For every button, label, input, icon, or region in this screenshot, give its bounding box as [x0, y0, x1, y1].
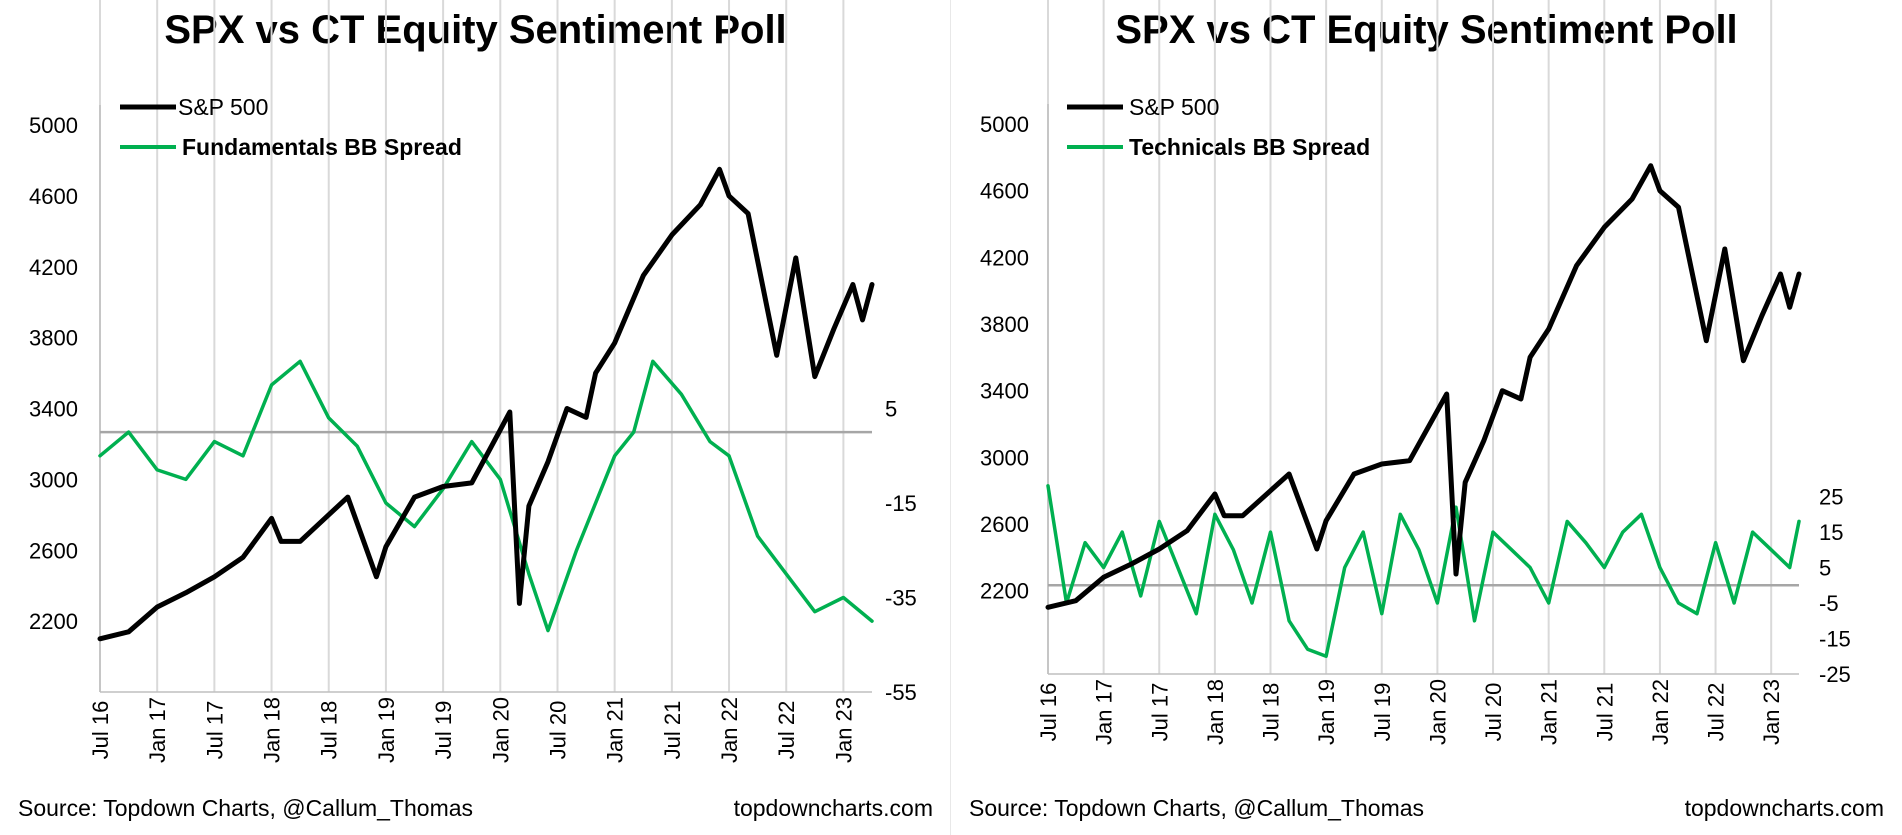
y-right-tick-label: -5: [1819, 591, 1839, 616]
legend: S&P 500 Fundamentals BB Spread: [120, 94, 462, 160]
x-tick-label: Jan 22: [1648, 679, 1673, 745]
y-left-tick-label: 3400: [29, 397, 78, 422]
y-right-tick-label: -55: [885, 680, 917, 705]
x-tick-label: Jul 17: [1147, 683, 1172, 742]
y-right-tick-label: -15: [1819, 627, 1851, 652]
x-tick-label: Jan 19: [374, 697, 399, 763]
source-note: Source: Topdown Charts, @Callum_Thomas: [969, 795, 1425, 821]
y-left-tick-label: 4200: [980, 245, 1029, 270]
x-tick-label: Jul 21: [660, 701, 685, 760]
legend-label-spx: S&P 500: [1129, 94, 1219, 120]
axes: Jul 16 Jan 17 Jul 17 Jan 18 Jul 18 Jan 19 Jul …: [980, 104, 1851, 745]
legend-label-spread: Technicals BB Spread: [1129, 134, 1370, 160]
y-left-tick-label: 2200: [29, 609, 78, 634]
x-tick-label: Jan 23: [1759, 679, 1784, 745]
y-right-tick-label: 25: [1819, 485, 1843, 510]
y-right-tick-label: -15: [885, 491, 917, 516]
x-tick-label: Jan 21: [1537, 679, 1562, 745]
x-tick-label: Jan 18: [260, 697, 285, 763]
x-tick-label: Jul 20: [1481, 683, 1506, 742]
x-tick-label: Jul 22: [1704, 683, 1729, 742]
x-tick-label: Jul 18: [1259, 683, 1284, 742]
x-tick-label: Jan 21: [603, 697, 628, 763]
bb-spread-series-line: [1046, 484, 1801, 659]
x-tick-label: Jul 16: [1036, 683, 1061, 742]
y-left-tick-label: 4200: [29, 255, 78, 280]
chart-title: SPX vs CT Equity Sentiment Poll: [1115, 8, 1738, 52]
series-layer: [1045, 163, 1802, 659]
legend: S&P 500 Technicals BB Spread: [1067, 94, 1370, 160]
y-right-tick-label: -25: [1819, 662, 1851, 687]
x-tick-label: Jan 19: [1314, 679, 1339, 745]
x-tick-label: Jul 19: [431, 701, 456, 760]
x-tick-label: Jul 19: [1370, 683, 1395, 742]
panel-divider: [950, 0, 951, 835]
y-left-tick-label: 3000: [980, 445, 1029, 470]
x-tick-label: Jan 23: [831, 697, 856, 763]
y-left-tick-label: 2200: [980, 579, 1029, 604]
y-left-tick-label: 3000: [29, 467, 78, 492]
y-left-tick-label: 5000: [29, 113, 78, 138]
axes: Jul 16 Jan 17 Jul 17 Jan 18 Jul 18 Jan 19 Jul …: [29, 105, 917, 763]
x-tick-label: Jul 22: [774, 701, 799, 760]
y-left-tick-label: 2600: [29, 538, 78, 563]
y-left-tick-label: 3800: [29, 326, 78, 351]
site-link[interactable]: topdowncharts.com: [733, 795, 933, 821]
y-left-tick-label: 4600: [980, 179, 1029, 204]
legend-label-spx: S&P 500: [178, 94, 268, 120]
bb-spread-series-line: [98, 359, 874, 633]
x-tick-label: Jul 21: [1592, 683, 1617, 742]
y-right-tick-label: 5: [885, 397, 897, 422]
x-tick-label: Jul 18: [317, 701, 342, 760]
right-chart-panel: SPX vs CT Equity Sentiment Poll Jul 16 Ja…: [951, 0, 1902, 835]
x-tick-label: Jan 20: [1425, 679, 1450, 745]
y-right-tick-label: 5: [1819, 556, 1831, 581]
x-tick-label: Jul 16: [88, 701, 113, 760]
series-layer: [97, 166, 875, 642]
x-tick-label: Jan 22: [717, 697, 742, 763]
y-left-tick-label: 3400: [980, 379, 1029, 404]
x-tick-label: Jan 18: [1203, 679, 1228, 745]
left-chart-panel: SPX vs CT Equity Sentiment Poll Jul 16 Ja…: [18, 0, 933, 821]
legend-label-spread: Fundamentals BB Spread: [182, 134, 462, 160]
spx-series-line: [1045, 163, 1802, 610]
x-tick-label: Jul 20: [545, 701, 570, 760]
right-chart-svg: Jul 16 Jan 17 Jul 17 Jan 18 Jul 18 Jan 19 Jul …: [980, 0, 1851, 745]
chart-title: SPX vs CT Equity Sentiment Poll: [164, 8, 787, 52]
x-tick-label: Jan 20: [488, 697, 513, 763]
y-right-tick-label: 15: [1819, 520, 1843, 545]
spx-series-line: [97, 166, 875, 642]
y-left-tick-label: 3800: [980, 312, 1029, 337]
y-left-tick-label: 2600: [980, 512, 1029, 537]
left-chart-svg: Jul 16 Jan 17 Jul 17 Jan 18 Jul 18 Jan 19 Jul …: [29, 0, 917, 763]
site-link[interactable]: topdowncharts.com: [1684, 795, 1884, 821]
x-tick-label: Jul 17: [202, 701, 227, 760]
y-right-tick-label: -35: [885, 586, 917, 611]
y-left-tick-label: 5000: [980, 112, 1029, 137]
x-tick-label: Jan 17: [1092, 679, 1117, 745]
y-left-tick-label: 4600: [29, 184, 78, 209]
source-note: Source: Topdown Charts, @Callum_Thomas: [18, 795, 474, 821]
x-tick-label: Jan 17: [145, 697, 170, 763]
